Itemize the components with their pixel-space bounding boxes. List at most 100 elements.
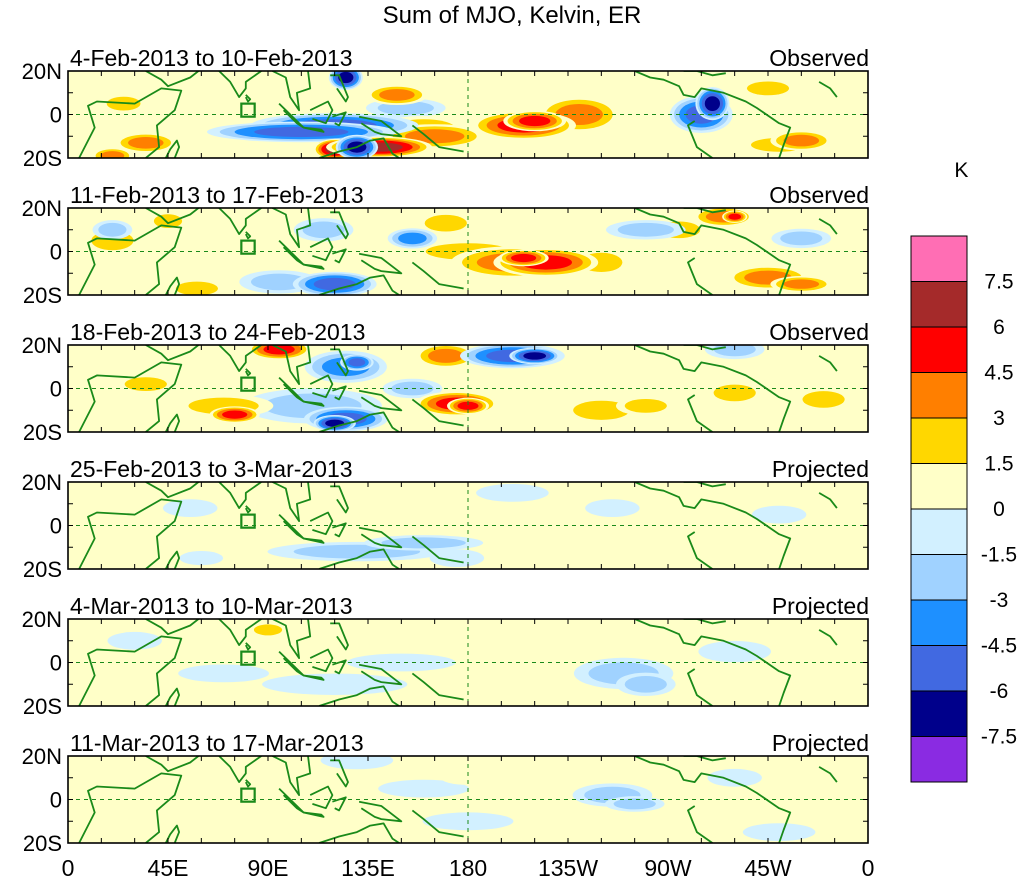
colorbar-segment [910, 326, 968, 373]
y-tick-label: 0 [50, 103, 62, 128]
coastline [318, 137, 400, 158]
coastline [332, 522, 347, 538]
anomaly-contour [698, 640, 771, 663]
coastline [683, 756, 726, 762]
coastline [309, 237, 334, 262]
coastline [303, 674, 325, 681]
coastline [272, 208, 312, 249]
anomaly-contour [742, 823, 816, 841]
anomaly-contour [398, 232, 427, 245]
x-tick-label: 45W [744, 855, 792, 881]
anomaly-contour [624, 676, 667, 693]
coastline [164, 824, 180, 843]
anomaly-contour [98, 222, 127, 237]
coastline [332, 111, 347, 127]
coastline [78, 87, 183, 158]
colorbar-segment [910, 690, 968, 737]
coastline [244, 94, 252, 103]
coastline [145, 756, 200, 773]
colorbar-unit: K [954, 159, 968, 182]
anomaly-contour [707, 768, 762, 787]
anomaly-contour [713, 384, 756, 402]
anomaly-contour [498, 640, 571, 663]
y-tick-label: 20S [23, 831, 62, 856]
y-tick-label: 0 [50, 514, 62, 539]
coastline [164, 139, 180, 158]
colorbar-level-label: 0 [993, 498, 1005, 521]
coastline [332, 248, 347, 264]
anomaly-contour [100, 151, 125, 158]
y-tick-label: 20N [22, 333, 62, 358]
coastline [358, 389, 403, 412]
anomaly-contour [523, 352, 547, 360]
colorbar-level-label: -3 [990, 589, 1009, 612]
colorbar-level-label: 7.5 [984, 271, 1013, 294]
coastline [318, 548, 400, 569]
coastline [818, 766, 838, 783]
y-tick-label: 0 [50, 240, 62, 265]
colorbar-level-label: -6 [990, 680, 1009, 703]
anomaly-contour [85, 831, 140, 843]
y-tick-label: 20S [23, 146, 62, 171]
coastline [272, 756, 312, 796]
panel-date-range: 4-Feb-2013 to 10-Feb-2013 [70, 45, 353, 71]
panel-status: Projected [772, 730, 869, 756]
panel-4: 25-Feb-2013 to 3-Mar-2013 Projected 20N 0 20… [22, 456, 869, 582]
coastline [411, 398, 464, 427]
anomaly-contour [153, 214, 183, 229]
anomaly-contour [302, 221, 345, 239]
anomaly-contour [751, 505, 807, 524]
coastline [318, 411, 400, 432]
coastline [272, 71, 312, 112]
anomaly-contour [519, 115, 551, 127]
colorbar-level-label: -7.5 [981, 726, 1017, 749]
anomaly-contour [107, 631, 162, 650]
coastlines [78, 482, 838, 569]
coastline [687, 805, 713, 843]
coastline [411, 809, 464, 838]
coastline [330, 759, 349, 788]
coastline [634, 345, 792, 432]
y-tick-label: 20S [23, 420, 62, 445]
anomaly-contour [457, 401, 479, 410]
panel-date-range: 18-Feb-2013 to 24-Feb-2013 [70, 319, 365, 345]
x-tick-label: 90W [644, 855, 692, 881]
coastline [218, 756, 262, 783]
coastline [683, 482, 726, 488]
coastline [818, 81, 838, 98]
coastline [244, 779, 252, 788]
coastline [411, 261, 464, 290]
anomaly-contour [746, 81, 790, 96]
coastline [818, 629, 838, 646]
coastline [244, 642, 252, 651]
y-tick-label: 20N [22, 196, 62, 221]
coastline [218, 482, 262, 509]
anomaly-contour [780, 231, 823, 246]
anomaly-contour [585, 499, 640, 517]
anomaly-field [116, 345, 854, 432]
coastline [145, 71, 200, 88]
coastline [330, 485, 349, 514]
anomaly-contour [251, 273, 308, 291]
coastline [145, 208, 200, 225]
coastline [411, 124, 464, 153]
anomaly-contour [313, 277, 356, 291]
coastline [145, 482, 200, 499]
anomaly-contour [701, 534, 746, 552]
panel-status: Observed [769, 319, 869, 345]
region-box [240, 650, 256, 666]
coastline [145, 345, 200, 362]
coastline [330, 74, 349, 103]
coastline [303, 400, 325, 407]
anomaly-contour [124, 377, 167, 391]
coastline [309, 100, 334, 125]
anomaly-contour [428, 348, 464, 363]
colorbar-segment [910, 235, 968, 282]
anomaly-contour [529, 524, 585, 540]
coastline [687, 120, 713, 158]
coastline [218, 619, 262, 646]
anomaly-contour [379, 89, 415, 101]
anomaly-contour [476, 484, 549, 502]
coastline [687, 257, 713, 295]
